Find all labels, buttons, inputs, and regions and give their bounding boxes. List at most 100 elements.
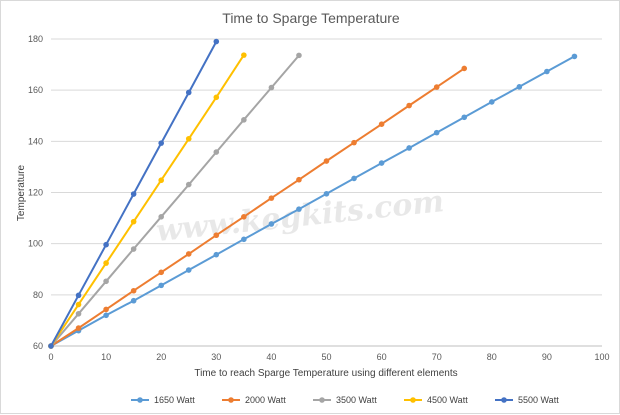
x-tick-label: 30	[211, 352, 221, 362]
data-point	[185, 251, 192, 257]
chart-title: Time to Sparge Temperature	[222, 10, 400, 26]
data-point	[103, 306, 109, 313]
legend-label: 4500 Watt	[427, 395, 468, 405]
data-point	[406, 145, 412, 151]
y-tick-label: 120	[28, 188, 43, 198]
data-point	[158, 140, 164, 146]
data-point	[351, 139, 357, 146]
data-point	[103, 260, 109, 266]
legend-label: 2000 Watt	[245, 395, 286, 405]
data-point	[213, 251, 220, 258]
y-tick-label: 100	[28, 239, 43, 249]
y-tick-label: 80	[33, 290, 43, 300]
series-line	[50, 55, 575, 347]
data-point	[213, 94, 220, 101]
y-tick-label: 140	[28, 136, 43, 146]
legend-swatch-marker	[410, 397, 416, 403]
data-point	[75, 325, 82, 331]
y-axis-ticks: 60 80 100 120 140 160 180	[28, 34, 43, 351]
data-point	[433, 129, 440, 136]
data-point	[213, 38, 220, 45]
data-point	[268, 84, 275, 91]
data-point	[461, 114, 468, 121]
data-point	[130, 218, 137, 225]
x-tick-label: 0	[48, 352, 53, 362]
data-point	[433, 84, 440, 90]
x-tick-label: 100	[594, 352, 609, 362]
data-point	[571, 53, 578, 60]
x-tick-label: 80	[487, 352, 497, 362]
data-point	[75, 310, 82, 317]
data-point	[103, 241, 109, 248]
y-tick-label: 160	[28, 85, 43, 95]
x-axis-ticks: 0 10 20 30 40 50 60 70 80 90 100	[48, 352, 609, 362]
x-tick-label: 40	[266, 352, 276, 362]
data-point	[103, 312, 109, 319]
y-tick-label: 180	[28, 34, 43, 44]
data-point	[130, 297, 137, 304]
legend-item: 3500 Watt	[313, 395, 377, 405]
data-point	[544, 68, 550, 75]
data-point	[489, 99, 495, 105]
watermark: www.kegkits.com	[154, 184, 445, 249]
data-point	[268, 221, 275, 227]
data-point	[323, 158, 330, 164]
series-line	[50, 54, 245, 347]
data-point	[185, 267, 192, 273]
legend-swatch-marker	[501, 397, 507, 403]
data-point	[516, 84, 523, 90]
x-tick-label: 50	[321, 352, 331, 362]
data-point	[323, 190, 330, 197]
data-point	[241, 52, 247, 58]
data-point	[378, 121, 385, 127]
data-point	[130, 287, 137, 294]
data-point	[406, 102, 412, 109]
series-line	[50, 67, 465, 347]
legend-item: 1650 Watt	[131, 395, 195, 405]
data-point	[378, 160, 385, 166]
data-point	[296, 52, 302, 59]
legend-label: 1650 Watt	[154, 395, 195, 405]
data-point	[75, 301, 82, 308]
legend-item: 4500 Watt	[404, 395, 468, 405]
data-point	[241, 214, 247, 220]
data-point	[75, 292, 82, 299]
y-axis-label: Temperature	[16, 164, 27, 221]
data-point	[48, 343, 54, 349]
data-point	[130, 246, 137, 252]
legend-swatch-marker	[228, 397, 234, 403]
data-point	[158, 282, 164, 289]
data-point	[213, 232, 220, 239]
data-point	[103, 278, 109, 285]
data-point	[268, 195, 275, 201]
legend-label: 5500 Watt	[518, 395, 559, 405]
series-layer	[48, 38, 578, 349]
x-tick-label: 70	[432, 352, 442, 362]
data-point	[130, 191, 137, 197]
series-3500-watt	[48, 52, 302, 349]
x-tick-label: 90	[542, 352, 552, 362]
data-point	[158, 214, 164, 220]
x-tick-label: 20	[156, 352, 166, 362]
data-point	[158, 269, 164, 276]
data-point	[185, 89, 192, 96]
data-point	[213, 149, 220, 155]
data-point	[296, 176, 302, 183]
data-point	[241, 117, 247, 123]
data-point	[185, 181, 192, 188]
data-point	[158, 177, 164, 184]
data-point	[351, 175, 357, 182]
series-1650-watt	[48, 53, 578, 349]
legend-item: 2000 Watt	[222, 395, 286, 405]
data-point	[296, 206, 302, 212]
data-point	[241, 236, 247, 243]
data-point	[185, 135, 192, 142]
series-4500-watt	[48, 52, 247, 349]
legend-item: 5500 Watt	[495, 395, 559, 405]
legend-label: 3500 Watt	[336, 395, 377, 405]
x-tick-label: 10	[101, 352, 111, 362]
y-tick-label: 60	[33, 341, 43, 351]
series-line	[50, 54, 300, 347]
